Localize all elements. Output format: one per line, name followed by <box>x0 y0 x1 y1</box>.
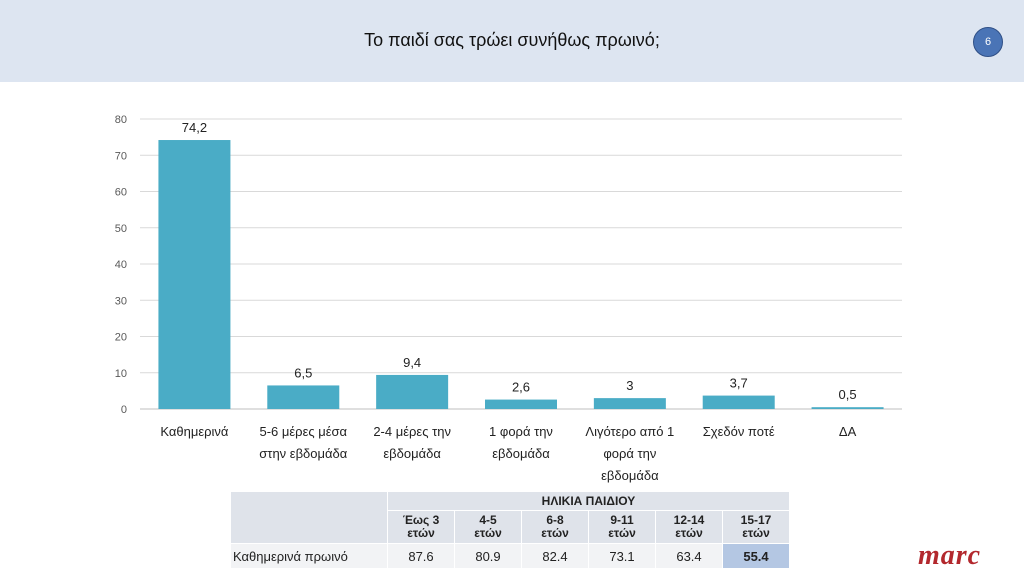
header-bar: Το παιδί σας τρώει συνήθως πρωινό; 6 <box>0 0 1024 82</box>
y-tick-label: 20 <box>115 332 127 344</box>
x-category-label: Καθημερινά <box>160 424 229 439</box>
bar-value-label: 3,7 <box>730 376 748 391</box>
table-cell: 87.6 <box>387 543 455 569</box>
y-tick-label: 40 <box>115 259 127 271</box>
age-column-header: 6-8 ετών <box>521 510 589 544</box>
y-tick-label: 50 <box>115 223 127 235</box>
page-number-badge: 6 <box>973 27 1003 57</box>
x-category-label: εβδομάδα <box>492 446 550 461</box>
bar-value-label: 9,4 <box>403 355 421 370</box>
x-category-label: ΔΑ <box>839 424 857 439</box>
bar <box>485 399 557 409</box>
bar-value-label: 3 <box>626 378 633 393</box>
page-title: Το παιδί σας τρώει συνήθως πρωινό; <box>364 30 660 50</box>
y-tick-label: 70 <box>115 150 127 162</box>
y-tick-label: 30 <box>115 295 127 307</box>
table-cell: 73.1 <box>588 543 656 569</box>
y-tick-label: 80 <box>115 114 127 126</box>
bar-value-label: 0,5 <box>839 387 857 402</box>
bar-value-label: 2,6 <box>512 380 530 395</box>
age-column-header: 4-5 ετών <box>454 510 522 544</box>
bar <box>267 385 340 409</box>
age-column-header: Έως 3 ετών <box>387 510 455 544</box>
age-column-header: 12-14 ετών <box>655 510 723 544</box>
bar <box>376 374 449 409</box>
x-category-label: φορά την <box>603 446 656 461</box>
bar-value-label: 6,5 <box>294 365 312 380</box>
age-column-header: 9-11 ετών <box>588 510 656 544</box>
y-tick-label: 60 <box>115 187 127 199</box>
age-column-header: 15-17 ετών <box>722 510 790 544</box>
bar-value-label: 74,2 <box>182 120 207 135</box>
x-category-label: Σχεδόν ποτέ <box>703 424 775 439</box>
x-category-label: εβδομάδα <box>601 468 659 483</box>
x-category-label: εβδομάδα <box>383 446 441 461</box>
bar <box>811 407 884 409</box>
table-row: Καθημερινά πρωινό 87.6 80.9 82.4 73.1 63… <box>230 543 790 569</box>
marc-logo: marc <box>918 540 982 571</box>
table-cell-highlighted: 55.4 <box>722 543 790 569</box>
x-category-label: 5-6 μέρες μέσα <box>259 424 347 439</box>
table-corner-cell <box>230 491 388 544</box>
y-tick-label: 0 <box>121 404 127 416</box>
y-tick-label: 10 <box>115 368 127 380</box>
table-cell: 80.9 <box>454 543 522 569</box>
table-group-header: ΗΛΙΚΙΑ ΠΑΙΔΙΟΥ <box>387 491 790 511</box>
table-age-header-row: Έως 3 ετών 4-5 ετών 6-8 ετών 9-11 ετών 12-14… <box>231 510 790 544</box>
bar <box>702 395 775 409</box>
bar-chart: 0 10 20 30 40 50 60 70 80 74,2 Καθημερινά 6,5 5-6 μέ… <box>115 114 902 483</box>
x-category-label: στην εβδομάδα <box>259 446 347 461</box>
x-category-label: Λιγότερο από 1 <box>585 424 674 439</box>
table-row-label: Καθημερινά πρωινό <box>230 543 388 569</box>
bar <box>593 398 666 409</box>
bar <box>158 140 231 409</box>
x-category-label: 2-4 μέρες την <box>373 424 451 439</box>
table-cell: 63.4 <box>655 543 723 569</box>
x-category-label: 1 φορά την <box>489 424 553 439</box>
table-cell: 82.4 <box>521 543 589 569</box>
age-breakdown-table: ΗΛΙΚΙΑ ΠΑΙΔΙΟΥ Έως 3 ετών 4-5 ετών 6-8 ετών… <box>230 491 790 569</box>
